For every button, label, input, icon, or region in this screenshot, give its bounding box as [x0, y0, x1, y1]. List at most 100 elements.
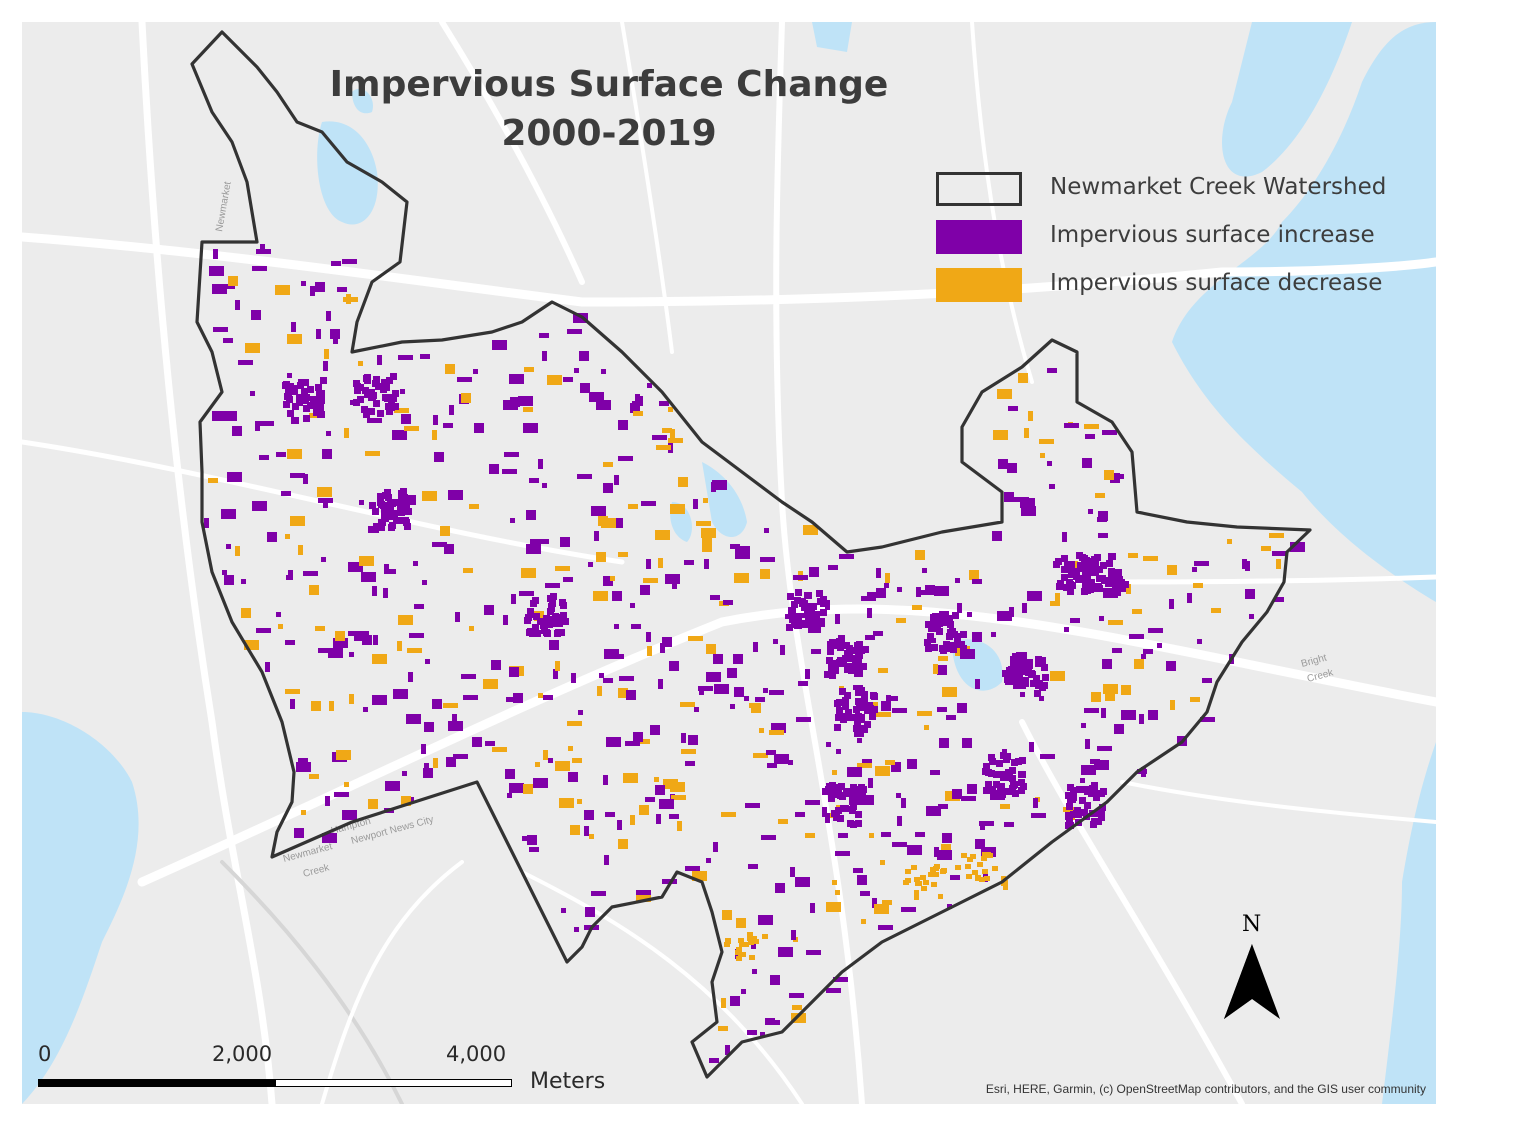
increase-pixel: [251, 310, 261, 320]
decrease-pixel: [469, 626, 474, 631]
decrease-pixel: [656, 445, 671, 450]
increase-pixel: [420, 354, 430, 359]
decrease-pixel: [309, 585, 319, 595]
increase-pixel: [1007, 463, 1017, 473]
increase-pixel: [527, 608, 534, 615]
increase-pixel: [224, 575, 234, 585]
decrease-pixel: [680, 702, 695, 707]
decrease-pixel: [394, 408, 409, 413]
increase-pixel: [226, 544, 231, 549]
increase-pixel: [220, 284, 235, 289]
increase-pixel: [1027, 591, 1042, 601]
increase-pixel: [533, 778, 548, 788]
increase-pixel: [1249, 614, 1254, 619]
increase-pixel: [799, 600, 806, 607]
map-frame[interactable]: Newmarket Hampton Newmarket Newport News…: [22, 22, 1436, 1104]
increase-pixel: [372, 586, 377, 596]
increase-pixel: [1074, 807, 1081, 814]
increase-pixel: [381, 512, 388, 519]
increase-pixel: [1020, 653, 1027, 660]
increase-pixel: [529, 478, 539, 483]
increase-pixel: [618, 456, 633, 461]
increase-pixel: [530, 600, 537, 607]
increase-pixel: [1016, 672, 1023, 679]
increase-pixel: [381, 379, 388, 386]
increase-pixel: [473, 369, 478, 374]
increase-pixel: [950, 875, 960, 880]
increase-pixel: [406, 714, 421, 724]
decrease-pixel: [696, 521, 711, 526]
increase-pixel: [1061, 555, 1068, 562]
pond-5: [812, 22, 852, 52]
increase-pixel: [886, 695, 891, 705]
increase-pixel: [1068, 561, 1075, 568]
increase-pixel: [939, 738, 949, 748]
decrease-pixel: [1227, 539, 1232, 544]
decrease-pixel: [701, 528, 716, 538]
increase-pixel: [810, 603, 817, 610]
decrease-pixel: [671, 795, 686, 800]
increase-pixel: [326, 311, 331, 321]
increase-pixel: [1062, 532, 1067, 542]
increase-pixel: [547, 608, 554, 615]
water-body-upper-right: [1222, 22, 1352, 177]
basemap-label: Bright: [1300, 652, 1328, 669]
increase-pixel: [1097, 746, 1112, 751]
increase-pixel: [617, 820, 622, 830]
increase-pixel: [591, 506, 606, 516]
increase-pixel: [831, 660, 838, 667]
watershed-boundary[interactable]: [190, 30, 1312, 1079]
increase-pixel: [539, 333, 549, 338]
increase-pixel: [660, 643, 665, 653]
increase-pixel: [861, 596, 876, 601]
increase-pixel: [945, 645, 952, 652]
increase-pixel: [1096, 566, 1103, 573]
increase-pixel: [827, 648, 834, 655]
increase-pixel: [1064, 423, 1079, 428]
decrease-pixel: [245, 343, 260, 353]
decrease-pixel: [940, 869, 946, 874]
increase-pixel: [444, 544, 454, 554]
decrease-pixel: [805, 833, 815, 838]
increase-pixel: [835, 614, 840, 624]
decrease-pixel: [778, 819, 788, 824]
decrease-pixel: [912, 605, 922, 610]
decrease-pixel: [469, 504, 479, 509]
increase-pixel: [292, 403, 299, 410]
increase-pixel: [820, 600, 827, 607]
basemap-label: Newmarket: [282, 841, 334, 865]
increase-pixel: [725, 1045, 730, 1055]
increase-pixel: [1029, 742, 1034, 752]
decrease-pixel: [721, 812, 736, 817]
increase-pixel: [1004, 822, 1014, 827]
decrease-pixel: [359, 556, 374, 566]
increase-pixel: [775, 883, 785, 893]
increase-pixel: [310, 286, 315, 296]
increase-pixel: [542, 483, 547, 488]
increase-pixel: [915, 832, 925, 837]
decrease-pixel: [792, 1005, 802, 1010]
increase-pixel: [1139, 714, 1144, 724]
decrease-pixel: [241, 608, 251, 618]
increase-pixel: [513, 693, 523, 703]
increase-pixel: [542, 351, 547, 361]
increase-pixel: [1114, 578, 1121, 585]
decrease-pixel: [924, 725, 929, 730]
increase-pixel: [227, 472, 242, 482]
increase-pixel: [507, 793, 512, 798]
increase-pixel: [850, 784, 857, 791]
decrease-pixel: [670, 504, 685, 514]
increase-pixel: [526, 544, 541, 554]
increase-pixel: [997, 785, 1004, 792]
increase-pixel: [647, 383, 652, 388]
increase-pixel: [379, 519, 386, 526]
increase-pixel: [373, 635, 378, 645]
increase-pixel: [1067, 822, 1074, 829]
increase-pixel: [452, 714, 457, 724]
increase-pixel: [563, 577, 573, 582]
increase-pixel: [504, 452, 519, 457]
decrease-pixel: [969, 570, 979, 580]
increase-pixel: [860, 725, 867, 732]
increase-pixel: [1077, 562, 1084, 569]
increase-pixel: [552, 613, 559, 620]
